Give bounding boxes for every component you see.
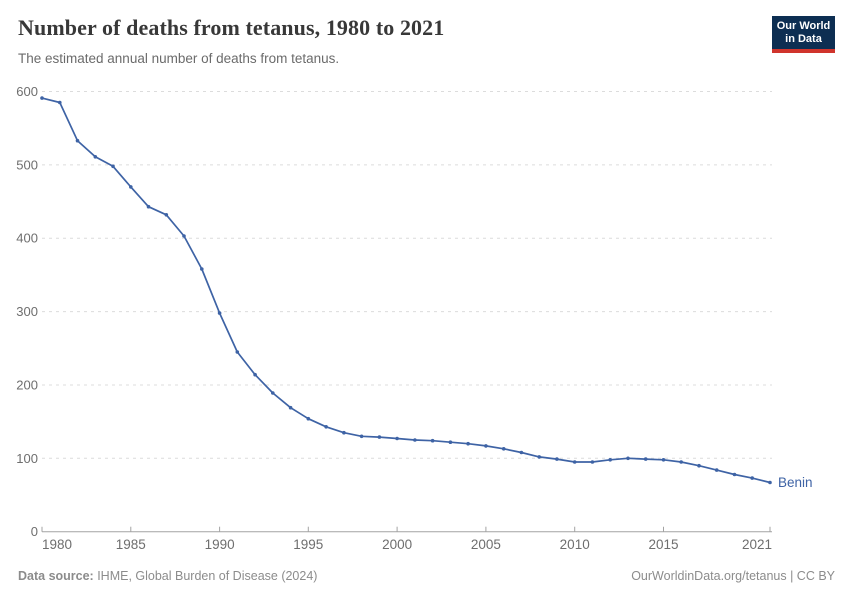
- data-point[interactable]: [306, 416, 311, 421]
- chart-subtitle: The estimated annual number of deaths fr…: [18, 51, 340, 66]
- owid-logo-line2: in Data: [785, 33, 822, 45]
- data-source-note: Data source: IHME, Global Burden of Dise…: [18, 569, 317, 583]
- x-tick-label: 2021: [742, 537, 772, 552]
- data-source-label: Data source:: [18, 569, 94, 583]
- data-point[interactable]: [377, 435, 382, 439]
- data-point[interactable]: [359, 434, 364, 439]
- data-point[interactable]: [111, 164, 115, 169]
- data-point[interactable]: [395, 436, 399, 441]
- data-point[interactable]: [484, 444, 488, 448]
- y-tick-label: 400: [16, 231, 38, 246]
- data-point[interactable]: [288, 405, 293, 410]
- line-series-benin[interactable]: [41, 97, 771, 484]
- data-point[interactable]: [466, 441, 470, 446]
- data-point[interactable]: [714, 468, 719, 472]
- data-point[interactable]: [572, 460, 577, 464]
- data-point[interactable]: [413, 438, 417, 442]
- data-point[interactable]: [58, 100, 62, 105]
- data-point[interactable]: [661, 458, 666, 462]
- y-tick-label: 200: [16, 378, 38, 393]
- data-point[interactable]: [768, 480, 772, 485]
- x-tick-label: 2010: [560, 537, 590, 552]
- data-point[interactable]: [501, 447, 506, 451]
- x-tick-label: 1980: [42, 537, 72, 552]
- data-point[interactable]: [342, 430, 346, 435]
- data-point[interactable]: [324, 425, 328, 429]
- data-point[interactable]: [271, 391, 275, 395]
- data-point[interactable]: [590, 460, 595, 464]
- data-point[interactable]: [555, 457, 559, 461]
- data-point[interactable]: [750, 476, 754, 480]
- data-point[interactable]: [697, 463, 701, 468]
- y-tick-label: 600: [16, 84, 38, 99]
- data-point[interactable]: [235, 350, 240, 354]
- data-point[interactable]: [182, 234, 186, 238]
- data-point[interactable]: [217, 311, 222, 315]
- page-title: Number of deaths from tetanus, 1980 to 2…: [18, 15, 445, 40]
- chart-footer: Data source: IHME, Global Burden of Dise…: [18, 569, 835, 583]
- data-point[interactable]: [200, 267, 204, 271]
- x-tick-label: 2015: [648, 537, 678, 552]
- y-tick-label: 500: [16, 157, 38, 172]
- data-point[interactable]: [448, 440, 453, 445]
- x-tick-label: 1985: [116, 537, 146, 552]
- y-tick-label: 100: [16, 451, 38, 466]
- data-point[interactable]: [732, 472, 737, 477]
- data-point[interactable]: [129, 185, 133, 189]
- data-point[interactable]: [626, 456, 630, 461]
- data-point[interactable]: [519, 450, 524, 455]
- x-tick-label: 2000: [382, 537, 412, 552]
- data-point[interactable]: [93, 155, 98, 159]
- data-point[interactable]: [75, 138, 80, 143]
- series-label[interactable]: Benin: [778, 475, 813, 490]
- data-source-text: IHME, Global Burden of Disease (2024): [93, 569, 318, 583]
- y-tick-label: 300: [16, 304, 38, 319]
- y-tick-label: 0: [31, 524, 38, 539]
- data-point[interactable]: [537, 455, 541, 459]
- data-point[interactable]: [608, 458, 612, 462]
- owid-logo[interactable]: Our World in Data: [772, 16, 835, 53]
- data-point[interactable]: [679, 460, 683, 464]
- data-point[interactable]: [40, 96, 44, 100]
- data-point[interactable]: [643, 457, 648, 461]
- data-point[interactable]: [164, 213, 169, 217]
- data-point[interactable]: [253, 372, 257, 377]
- footer-url[interactable]: OurWorldinData.org/tetanus | CC BY: [631, 569, 835, 583]
- data-point[interactable]: [430, 438, 435, 443]
- x-tick-label: 1995: [293, 537, 323, 552]
- owid-logo-line1: Our World: [776, 20, 831, 32]
- x-tick-label: 1990: [205, 537, 235, 552]
- data-point[interactable]: [146, 204, 151, 209]
- x-tick-label: 2005: [471, 537, 501, 552]
